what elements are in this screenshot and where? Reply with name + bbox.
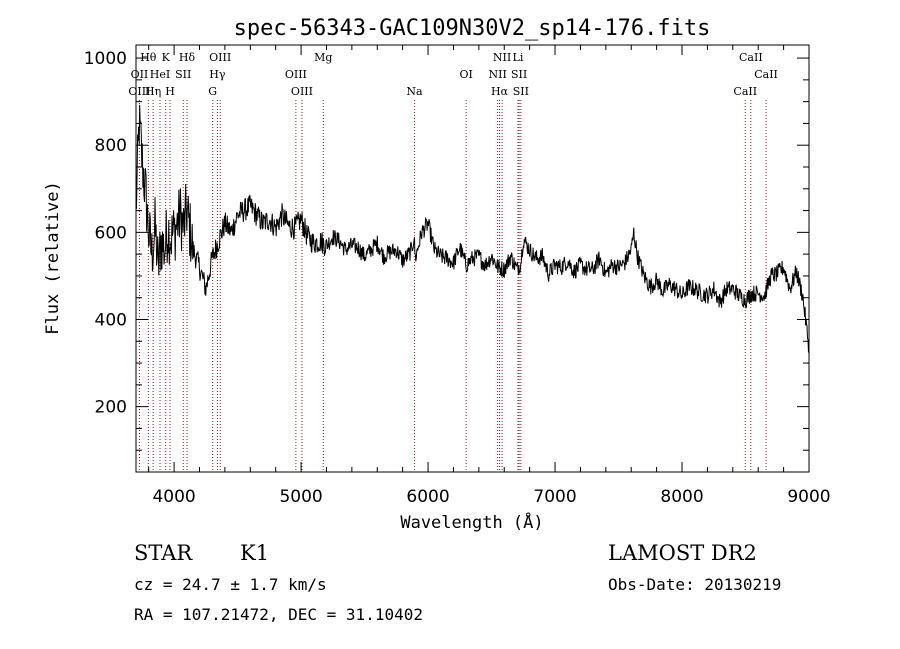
spectral-line-label: Hθ xyxy=(140,51,157,64)
spectral-line-label: OIII xyxy=(209,51,231,64)
x-tick-label: 8000 xyxy=(660,487,703,507)
object-subclass: K1 xyxy=(240,541,269,565)
spectral-line-label: K xyxy=(162,51,171,64)
spectral-line-label: OII xyxy=(131,68,149,81)
spectrum-series-line xyxy=(135,104,810,353)
object-type: STAR xyxy=(134,541,193,565)
x-tick-label: 6000 xyxy=(406,487,449,507)
x-axis-label: Wavelength (Å) xyxy=(400,511,543,533)
spectral-line-label: NII xyxy=(488,68,506,81)
x-tick-label: 4000 xyxy=(152,487,195,507)
y-tick-label: 1000 xyxy=(84,49,127,69)
spectral-line-label: OI xyxy=(459,68,472,81)
spectral-line-label: OIII xyxy=(285,68,307,81)
spectral-line-label: Hγ xyxy=(209,68,226,81)
x-tick-label: 5000 xyxy=(279,487,322,507)
spectral-line-label: H xyxy=(165,85,175,98)
plot-frame xyxy=(135,44,810,473)
spectral-line-label: G xyxy=(208,85,217,98)
spectral-line-label: CaII xyxy=(733,85,757,98)
spectral-line-label: Mg xyxy=(314,51,332,64)
x-tick-label: 7000 xyxy=(533,487,576,507)
chart-title: spec-56343-GAC109N30V2_sp14-176.fits xyxy=(234,16,711,41)
redshift-velocity: cz = 24.7 ± 1.7 km/s xyxy=(134,575,327,594)
survey-name: LAMOST DR2 xyxy=(608,541,757,565)
spectral-line-label: NII xyxy=(493,51,511,64)
y-tick-label: 400 xyxy=(95,311,127,331)
spectral-line-label: CaII xyxy=(739,51,763,64)
observation-date: Obs-Date: 20130219 xyxy=(608,575,781,594)
y-tick-label: 200 xyxy=(95,398,127,418)
coordinates: RA = 107.21472, DEC = 31.10402 xyxy=(134,605,423,624)
spectral-line-label: CaII xyxy=(754,68,778,81)
axes: 4000 5000 6000 7000 8000 9000 200 400 600 800 1000 xyxy=(84,45,831,507)
spectral-line-label: Hη xyxy=(145,85,161,98)
y-tick-label: 600 xyxy=(95,223,127,243)
spectral-line-label: OIII xyxy=(291,85,313,98)
spectral-line-label: SII xyxy=(175,68,191,81)
spectral-line-label: Na xyxy=(406,85,423,98)
spectral-line-label: SII xyxy=(511,68,527,81)
spectral-line-label: SII xyxy=(513,85,529,98)
spectral-line-label: OIII xyxy=(128,85,150,98)
spectral-line-label: Hδ xyxy=(179,51,196,64)
spectral-line-label: Li xyxy=(513,51,524,64)
spectral-line-label: Hα xyxy=(491,85,509,98)
y-tick-label: 800 xyxy=(95,136,127,156)
spectral-line-label: HeI xyxy=(150,68,170,81)
x-tick-label: 9000 xyxy=(787,487,830,507)
spectral-line-markers xyxy=(138,100,767,472)
y-axis-label: Flux (relative) xyxy=(43,181,63,335)
